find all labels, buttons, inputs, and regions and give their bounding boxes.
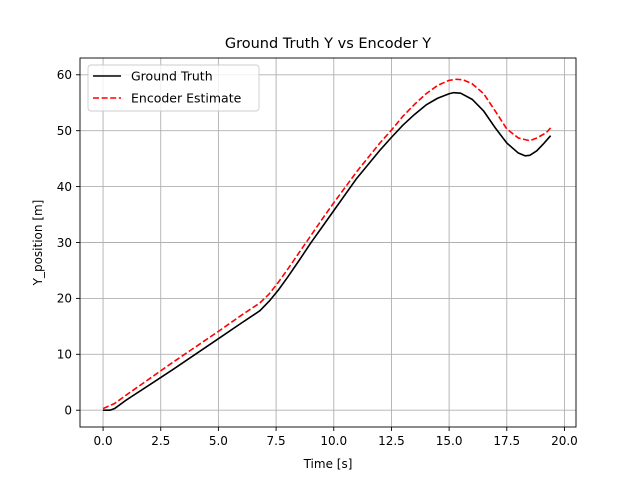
series-line-ground-truth — [103, 91, 552, 412]
legend-box — [87, 64, 260, 112]
legend-label-encoder-estimate: Encoder Estimate — [131, 91, 242, 106]
grid — [80, 58, 576, 427]
x-axis-label: Time [s] — [303, 457, 353, 471]
legend-label-ground-truth: Ground Truth — [131, 69, 213, 84]
x-tick-label: 12.5 — [378, 434, 405, 448]
y-tick-label: 10 — [57, 348, 72, 362]
x-tick-label: 17.5 — [493, 434, 520, 448]
x-tick-label: 15.0 — [436, 434, 463, 448]
y-tick-label: 20 — [57, 292, 72, 306]
x-tick-label: 0.0 — [94, 434, 113, 448]
series-line-encoder-estimate — [102, 78, 552, 410]
ticks: 0.0 2.5 5.0 7.5 10.0 12.5 15.0 17.5 20.0 0 10 20 30 4… — [57, 68, 578, 448]
x-tick-label: 7.5 — [267, 434, 286, 448]
chart-title: Ground Truth Y vs Encoder Y — [225, 36, 431, 52]
x-tick-label: 10.0 — [320, 434, 347, 448]
y-tick-label: 40 — [57, 180, 72, 194]
legend: Ground Truth Encoder Estimate — [87, 64, 260, 112]
y-tick-label: 50 — [57, 124, 72, 138]
y-tick-label: 30 — [57, 236, 72, 250]
x-tick-label: 2.5 — [151, 434, 170, 448]
x-tick-label: 20.0 — [551, 434, 578, 448]
y-axis-label: Y_position [m] — [31, 200, 45, 287]
y-tick-label: 60 — [57, 68, 72, 82]
series-group — [102, 78, 552, 412]
y-tick-label: 0 — [64, 404, 72, 418]
x-tick-label: 5.0 — [209, 434, 228, 448]
